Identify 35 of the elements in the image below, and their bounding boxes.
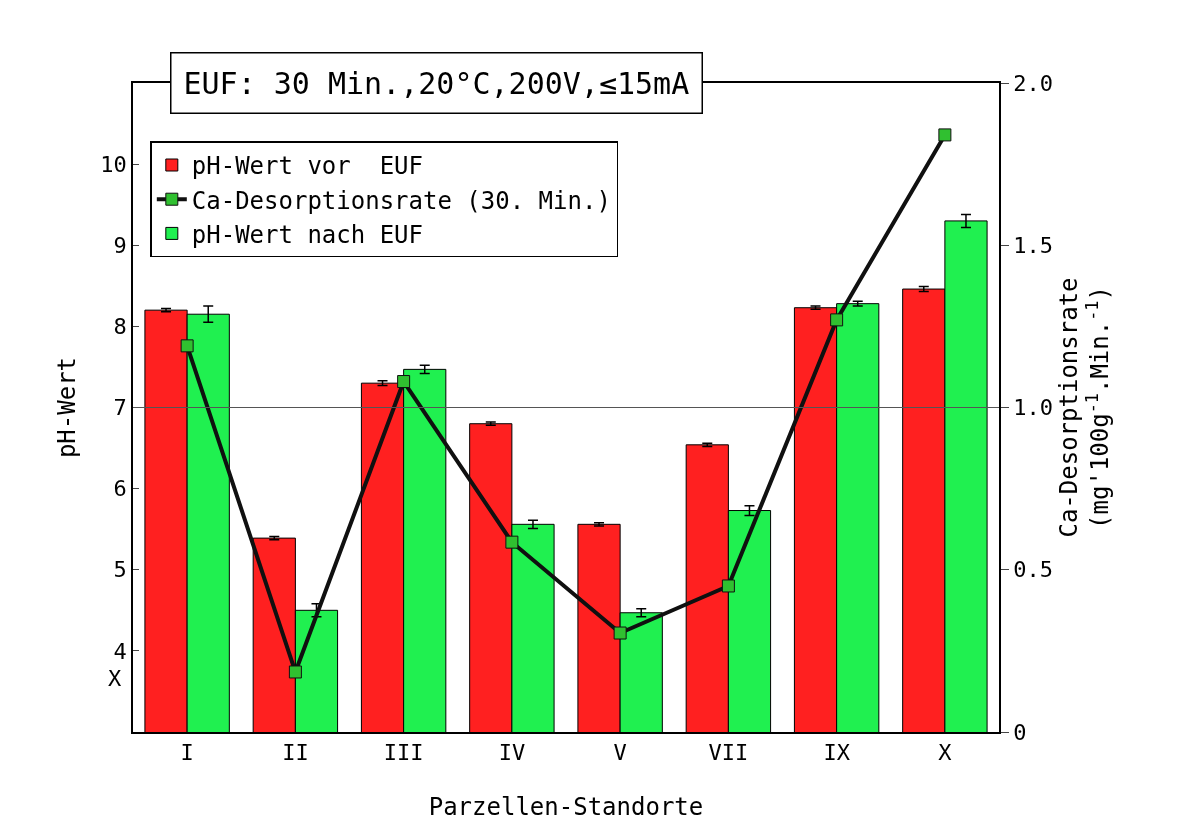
- y2-tick-label: 2.0: [1013, 70, 1053, 96]
- y-axis-title: pH-Wert: [52, 356, 81, 459]
- y2-tick-label: 1.5: [1013, 232, 1053, 258]
- x-tick-label: VII: [708, 740, 749, 766]
- x-tick-label: II: [282, 740, 309, 766]
- legend-label: pH-Wert nach EUF: [191, 220, 424, 249]
- chart-title: EUF: 30 Min.,20°C,200V,≤15mA: [183, 65, 690, 101]
- point: [613, 626, 627, 640]
- x-tick-label: X: [938, 740, 953, 766]
- x-tick-label: IV: [498, 740, 526, 766]
- point: [288, 665, 302, 679]
- text: X: [108, 666, 122, 691]
- point: [938, 128, 952, 142]
- y-tick-label: 8: [113, 314, 127, 340]
- y2-tick-label: 0.5: [1013, 557, 1053, 583]
- y2-tick-label: 1.0: [1013, 395, 1053, 421]
- y-tick-label: 6: [113, 476, 127, 502]
- point: [397, 375, 411, 389]
- x-axis-title: Parzellen-Standorte: [428, 792, 704, 821]
- y-tick-label: 10: [100, 151, 127, 177]
- legend-label: pH-Wert vor EUF: [191, 152, 424, 181]
- point: [505, 535, 519, 549]
- x-tick-label: IX: [823, 740, 851, 766]
- x-tick-label: V: [613, 740, 627, 766]
- y2-tick-label: 0: [1013, 719, 1027, 745]
- point: [721, 579, 735, 593]
- y-tick-label: 9: [113, 232, 127, 258]
- point: [830, 313, 844, 327]
- legend-label: Ca-Desorptionsrate (30. Min.): [191, 186, 611, 215]
- y-tick-label: 7: [113, 395, 127, 421]
- point: [180, 339, 194, 353]
- x-tick-label: III: [383, 740, 424, 766]
- x-tick-label: I: [180, 740, 194, 766]
- y-tick-label: 5: [113, 557, 127, 583]
- y-tick-label: 4: [113, 638, 127, 664]
